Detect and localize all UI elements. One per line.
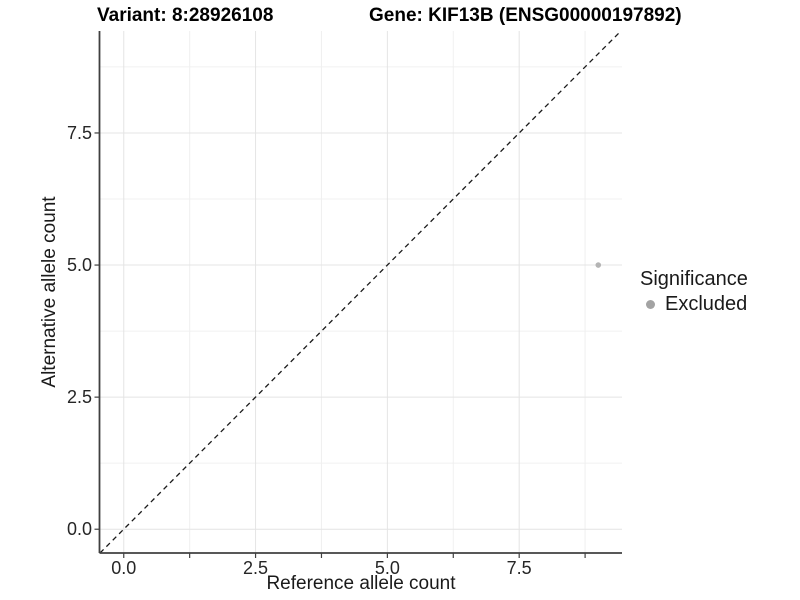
legend-item-excluded: Excluded [640,292,748,316]
identity-line [99,30,622,554]
legend-title: Significance [640,268,748,290]
plot-title-variant: Variant: 8:28926108 [97,5,274,26]
x-tick-label: 5.0 [374,558,400,578]
y-tick-label: 5.0 [66,255,92,276]
data-point [595,262,602,268]
y-tick-label: 0.0 [66,519,92,540]
legend-item-label: Excluded [665,292,748,315]
plot-title-gene: Gene: KIF13B (ENSG00000197892) [369,5,682,26]
x-tick-label: 7.5 [506,558,532,578]
legend: Significance Excluded [640,267,748,316]
legend-key-dot-icon [646,299,655,309]
y-tick-label: 7.5 [66,122,92,143]
x-tick-label: 2.5 [243,558,269,578]
y-axis-title: Alternative allele count [39,196,60,388]
y-tick-label: 2.5 [66,387,92,408]
x-axis-title: Reference allele count [266,573,456,594]
x-tick-label: 0.0 [111,558,137,578]
